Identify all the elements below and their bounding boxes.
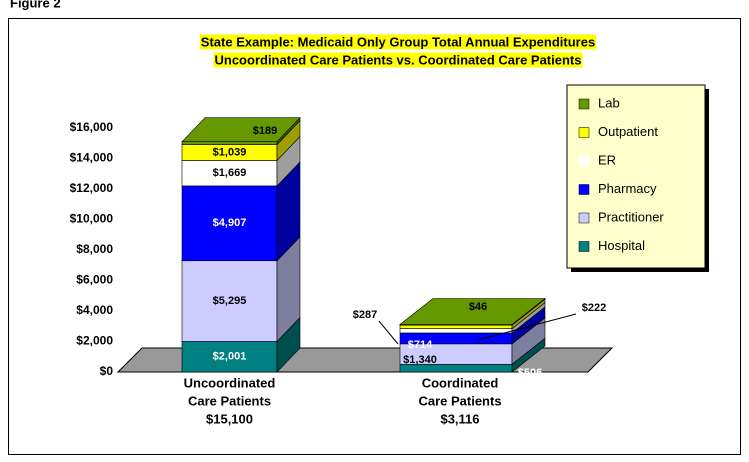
data-label: $1,340 bbox=[403, 354, 437, 366]
data-label: $5,295 bbox=[213, 295, 247, 307]
y-tick-label: $8,000 bbox=[76, 242, 113, 256]
chart-title: State Example: Medicaid Only Group Total… bbox=[201, 34, 595, 49]
y-tick-label: $0 bbox=[100, 364, 114, 378]
bar-segment bbox=[181, 160, 278, 187]
y-tick-label: $14,000 bbox=[70, 151, 114, 165]
legend-label: Pharmacy bbox=[598, 181, 657, 196]
x-total-label: $3,116 bbox=[440, 411, 479, 426]
y-tick-label: $10,000 bbox=[70, 212, 114, 226]
y-tick-label: $16,000 bbox=[70, 120, 114, 134]
x-total-label: $15,100 bbox=[206, 411, 253, 426]
y-tick-label: $4,000 bbox=[76, 303, 113, 317]
data-label: $189 bbox=[253, 125, 277, 137]
bar-segment bbox=[181, 141, 278, 145]
bar-segment bbox=[181, 185, 278, 262]
legend bbox=[566, 84, 706, 269]
data-label: $1,039 bbox=[213, 146, 247, 158]
legend-swatch bbox=[578, 155, 590, 167]
data-label: $1,669 bbox=[213, 167, 247, 179]
legend-swatch bbox=[578, 127, 590, 138]
bar-top bbox=[399, 298, 546, 325]
legend-swatch bbox=[578, 212, 590, 224]
y-tick-label: $2,000 bbox=[76, 334, 113, 348]
data-label: $2,001 bbox=[213, 351, 247, 363]
data-label: $222 bbox=[582, 302, 606, 314]
x-tick-label: Uncoordinated bbox=[184, 375, 276, 390]
data-label: $506 bbox=[518, 367, 542, 379]
legend-label: Lab bbox=[598, 95, 620, 110]
y-tick-label: $12,000 bbox=[70, 181, 114, 195]
bar-segment bbox=[181, 260, 278, 342]
callout-line bbox=[378, 320, 399, 345]
figure-label: Figure 2 bbox=[10, 0, 61, 10]
legend-label: Practitioner bbox=[598, 209, 664, 224]
bar-segment bbox=[399, 328, 513, 334]
x-tick-label: Coordinated bbox=[422, 375, 499, 390]
y-tick-label: $6,000 bbox=[76, 273, 113, 287]
title-highlight bbox=[199, 34, 597, 50]
data-label: $287 bbox=[353, 309, 377, 321]
x-tick-label: Care Patients bbox=[418, 393, 501, 408]
bar-top bbox=[181, 117, 301, 143]
legend-label: Hospital bbox=[598, 238, 645, 253]
data-label: $714 bbox=[408, 339, 433, 351]
title-highlight bbox=[213, 52, 583, 68]
legend-label: ER bbox=[598, 152, 616, 167]
x-tick-label: Care Patients bbox=[188, 393, 271, 408]
legend-swatch bbox=[578, 184, 590, 195]
chart-title: Uncoordinated Care Patients vs. Coordina… bbox=[215, 52, 582, 67]
data-label: $4,907 bbox=[213, 217, 247, 229]
data-label: $46 bbox=[469, 301, 487, 313]
legend-swatch bbox=[578, 241, 590, 252]
bar-segment bbox=[399, 324, 513, 329]
legend-swatch bbox=[578, 98, 590, 110]
callout-line bbox=[477, 313, 577, 341]
legend-label: Outpatient bbox=[598, 124, 658, 139]
